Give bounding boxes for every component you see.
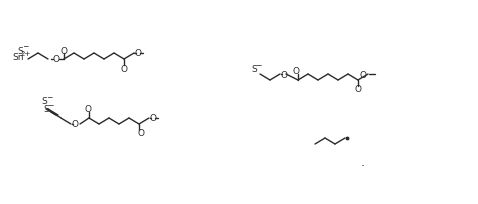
Text: S: S: [43, 105, 49, 114]
Text: O: O: [359, 70, 367, 79]
Text: −: −: [47, 101, 53, 110]
Text: O: O: [281, 70, 287, 79]
Text: O: O: [355, 85, 361, 94]
Text: O: O: [120, 64, 128, 73]
Text: S: S: [251, 65, 257, 74]
Text: −: −: [255, 61, 261, 70]
Text: −: −: [22, 42, 28, 51]
Text: O: O: [53, 55, 59, 64]
Text: S: S: [17, 46, 23, 55]
Text: O: O: [85, 105, 91, 114]
Text: S: S: [41, 97, 47, 106]
Text: O: O: [134, 49, 141, 58]
Text: −: −: [46, 93, 52, 102]
Text: O: O: [138, 129, 144, 138]
Text: O: O: [72, 120, 78, 129]
Text: 2+: 2+: [21, 51, 31, 57]
Text: .: .: [361, 156, 365, 169]
Text: O: O: [150, 114, 156, 123]
Text: O: O: [61, 46, 67, 55]
Text: Sn: Sn: [12, 53, 24, 62]
Text: O: O: [293, 67, 300, 76]
